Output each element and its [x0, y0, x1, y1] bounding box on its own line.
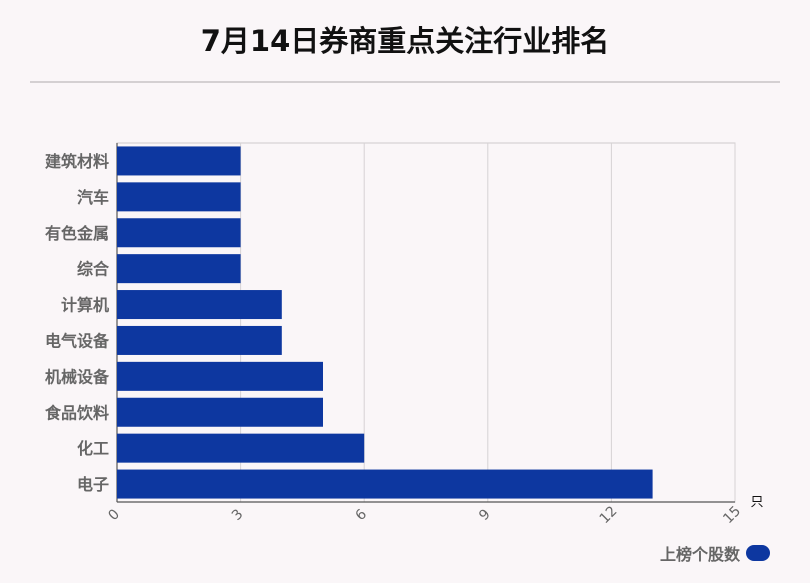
x-unit-label: 只: [750, 495, 763, 510]
y-category-label: 食品饮料: [44, 403, 109, 422]
x-tick-label: 0: [105, 506, 123, 524]
bar: [117, 146, 241, 176]
bar: [117, 469, 653, 499]
y-category-label: 电气设备: [45, 331, 110, 350]
y-category-label: 计算机: [61, 296, 109, 315]
x-tick-label: 3: [229, 506, 247, 524]
title-divider: [30, 81, 780, 83]
legend: 上榜个股数: [660, 541, 770, 565]
bar: [117, 361, 323, 391]
x-tick-label: 6: [353, 506, 371, 524]
y-category-label: 建筑材料: [45, 152, 109, 171]
legend-label: 上榜个股数: [659, 545, 740, 564]
y-category-label: 机械设备: [45, 367, 110, 386]
bar: [117, 182, 241, 212]
bar: [117, 325, 282, 355]
y-category-label: 化工: [77, 439, 109, 458]
x-tick-label: 15: [720, 503, 744, 527]
x-tick-label: 12: [597, 503, 621, 527]
y-category-label: 电子: [77, 475, 109, 494]
x-tick-label: 9: [476, 506, 494, 524]
bar: [117, 254, 241, 284]
y-category-label: 综合: [77, 260, 110, 279]
bar: [117, 218, 241, 248]
y-category-label: 汽车: [77, 188, 109, 207]
chart-title: 7月14日券商重点关注行业排名: [200, 24, 610, 58]
bar: [117, 433, 365, 463]
bar: [117, 290, 282, 320]
y-category-label: 有色金属: [45, 224, 109, 243]
legend-swatch: [746, 545, 770, 561]
bar: [117, 397, 323, 427]
